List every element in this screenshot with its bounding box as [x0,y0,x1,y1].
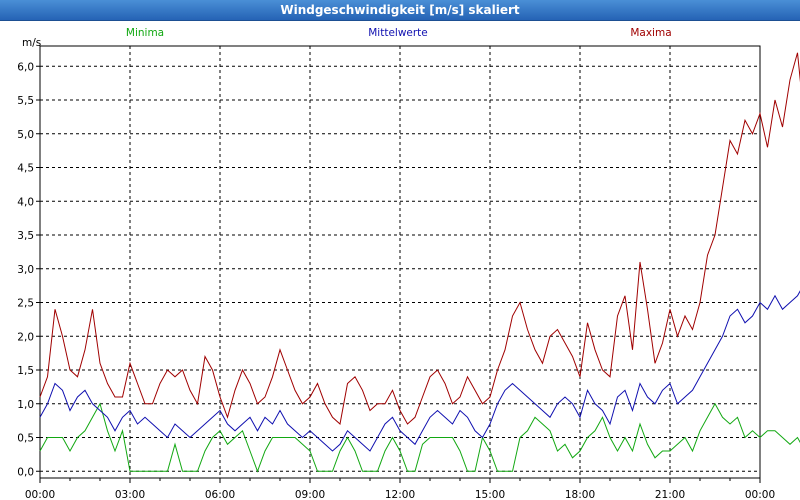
series-line-minima [39,402,800,473]
x-tick-time-label: 12:00 [385,489,415,500]
y-tick-label: 1,0 [17,399,34,411]
x-tick-time-label: 00:00 [25,489,55,500]
y-tick-label: 5,5 [17,95,34,107]
chart-title: Windgeschwindigkeit [m/s] skaliert [280,3,520,17]
series-line-mittelwerte [39,290,800,452]
legend-item-minima: Minima [126,27,164,39]
y-tick-label: 4,0 [17,196,34,208]
legend-item-mittelwerte: Mittelwerte [368,27,428,39]
x-tick-time-label: 15:00 [475,489,505,500]
legend: Minima Mittelwerte Maxima [126,27,672,39]
y-tick-label: 0,5 [17,433,34,445]
y-tick-label: 0,0 [17,466,34,478]
wind-speed-chart: 0,00,51,01,52,02,53,03,54,04,55,05,56,0 … [17,27,800,500]
y-tick-label: 2,0 [17,331,34,343]
y-tick-label: 3,5 [17,230,34,242]
y-tick-label: 4,5 [17,163,34,175]
y-tick-label: 2,5 [17,298,34,310]
x-tick-time-label: 09:00 [295,489,325,500]
y-tick-label: 1,5 [17,365,34,377]
series-lines [39,52,800,473]
series-line-maxima [39,52,800,425]
y-axis: 0,0 0,5 1,0 1,5 2,0 2,5 3,0 3,5 4,0 4,5 5,0 5,5 6,0 [17,61,40,478]
x-tick-time-label: 21:00 [655,489,685,500]
y-axis-unit-label: m/s [22,37,41,49]
x-tick-time-label: 18:00 [565,489,595,500]
x-tick-time-label: 03:00 [115,489,145,500]
y-tick-label: 3,0 [17,264,34,276]
y-tick-label: 5,0 [17,129,34,141]
grid-lines [40,46,760,478]
y-tick-label: 6,0 [17,61,34,73]
chart-title-bar: Windgeschwindigkeit [m/s] skaliert [0,0,800,21]
x-tick-time-label: 00:00 [745,489,775,500]
legend-item-maxima: Maxima [630,27,671,39]
x-tick-time-label: 06:00 [205,489,235,500]
x-axis: 00:0007.09.1403:0007.09.1406:0007.09.140… [25,478,775,500]
